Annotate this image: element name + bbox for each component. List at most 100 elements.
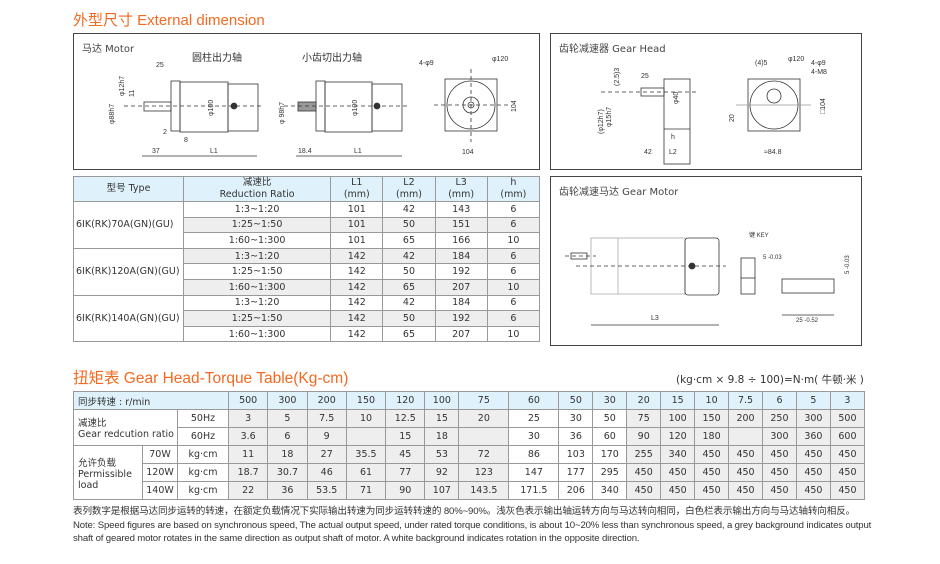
svg-text:φ15h7: φ15h7 [606, 107, 613, 127]
load-label-text: load [78, 479, 99, 491]
value-cell: 5 [267, 409, 308, 428]
gear-head-drawing-panel: 齿轮减速器 Gear Head 25 (2.5)3 (φ12h7) φ15h7 … [550, 33, 862, 170]
svg-text:(2.5)3: (2.5)3 [614, 68, 621, 86]
value-cell: 200 [728, 409, 763, 428]
value-cell: 450 [795, 463, 831, 482]
header-text: h [510, 177, 517, 188]
value-cell: 46 [306, 463, 347, 482]
cell: 65 [382, 278, 436, 296]
value-cell: 450 [829, 463, 866, 482]
value-cell: 7.5 [306, 409, 347, 428]
value-cell: 60 [592, 427, 628, 446]
value-cell: 20 [458, 409, 510, 428]
header-text: (mm) [343, 189, 370, 200]
power-cell: 140W [142, 481, 178, 500]
header-text: L3 [455, 177, 467, 188]
value-cell: 86 [508, 445, 560, 464]
shaft1-label: 圆柱出力轴 [192, 51, 242, 64]
speed-cell: 10 [694, 391, 730, 410]
cell: 50 [382, 216, 436, 234]
cell: 1:3~1:20 [182, 294, 332, 312]
dim-header-1: 减速比 Reduction Ratio [182, 176, 332, 202]
svg-text:42: 42 [644, 149, 652, 156]
cell: 1:3~1:20 [182, 247, 332, 265]
value-cell: 450 [728, 445, 763, 464]
speed-cell: 60 [508, 391, 560, 410]
svg-text:≈84.8: ≈84.8 [764, 149, 782, 156]
speed-cell: 15 [660, 391, 696, 410]
value-cell: 92 [424, 463, 460, 482]
value-cell: 15 [424, 409, 460, 428]
unit-cell: kg·cm [177, 463, 229, 482]
value-cell: 180 [694, 427, 730, 446]
ratio-60hz-row: 60Hz 3.6 6 9 15 18 30 36 60 90 120 180 300 360 600 [74, 427, 866, 446]
cell: 166 [434, 232, 488, 249]
cell: 10 [486, 325, 541, 343]
cell: 184 [434, 294, 488, 312]
header-text: (mm) [396, 189, 422, 200]
svg-text:25 -0.52: 25 -0.52 [796, 318, 819, 324]
table-row: 1:25~1:50 142 50 192 6 [74, 310, 541, 327]
speed-cell: 300 [267, 391, 308, 410]
value-cell [458, 427, 510, 446]
speed-cell: 75 [458, 391, 510, 410]
svg-text:25: 25 [641, 73, 649, 80]
value-cell: 450 [795, 481, 831, 500]
value-cell: 123 [458, 463, 510, 482]
speed-row: 同步转速 : r/min 500 300 200 150 120 100 75 60 50 30 20… [73, 391, 866, 410]
value-cell: 147 [508, 463, 560, 482]
cell: 101 [330, 232, 384, 249]
svg-text:L3: L3 [651, 315, 659, 322]
model-cell: 6IK(RK)120A(GN)(GU) [73, 247, 184, 296]
value-cell: 177 [558, 463, 594, 482]
load-label-text: Permissible [78, 468, 132, 480]
value-cell: 450 [660, 463, 696, 482]
gear-motor-drawing-panel: 齿轮减速马达 Gear Motor L3 键 KEY 5 -0.03 25 -0… [550, 176, 862, 346]
external-dimension-title: 外型尺寸 External dimension [73, 12, 265, 29]
ratio-50hz-row: 减速比 Gear redcution ratio 50Hz 3 5 7.5 10 12.5 15… [73, 409, 866, 446]
value-cell: 500 [829, 409, 866, 428]
speed-cell: 200 [306, 391, 347, 410]
notes: 表列数字是根据马达同步运转的转速，在额定负载情况下实际输出转速为同步运转转速的 … [73, 505, 873, 546]
value-cell: 36 [558, 427, 594, 446]
value-cell: 53 [424, 445, 460, 464]
gear-head-caption: 齿轮减速器 Gear Head [559, 44, 666, 55]
svg-text:104: 104 [462, 149, 474, 156]
svg-text:5 -0.03: 5 -0.03 [763, 255, 782, 261]
svg-text:φ12h7: φ12h7 [119, 76, 126, 96]
value-cell: 53.5 [306, 481, 347, 500]
value-cell: 450 [795, 445, 831, 464]
cell: 6 [486, 294, 541, 312]
value-cell: 360 [795, 427, 831, 446]
value-cell: 255 [626, 445, 662, 464]
value-cell: 450 [626, 463, 662, 482]
cell: 6 [486, 263, 541, 280]
header-text: (mm) [500, 189, 527, 200]
dim-header-2: L1 (mm) [330, 176, 384, 202]
power-cell: 120W [142, 463, 178, 482]
table-row: 6IK(RK)140A(GN)(GU) 1:3~1:20 142 42 184 6 [73, 294, 541, 343]
value-cell: 12.5 [385, 409, 426, 428]
cell: 65 [382, 325, 436, 343]
model-cell: 6IK(RK)140A(GN)(GU) [73, 294, 184, 343]
value-cell: 143.5 [458, 481, 510, 500]
cell: 6 [486, 201, 541, 218]
cell: 207 [434, 325, 488, 343]
header-text: Reduction Ratio [219, 189, 295, 200]
value-cell: 45 [385, 445, 426, 464]
cell: 207 [434, 278, 488, 296]
svg-text:φ120: φ120 [492, 56, 508, 63]
dimension-table: 型号 Type 减速比 Reduction Ratio L1 (mm) L2 (mm) L3(… [73, 176, 541, 343]
dim-header-0: 型号 Type [73, 176, 184, 202]
value-cell: 250 [762, 409, 797, 428]
dim-header-3: L2 (mm) [382, 176, 436, 202]
header-text: L2 [403, 177, 415, 188]
value-cell: 11 [227, 445, 269, 464]
header-text: (mm) [448, 189, 475, 200]
value-cell: 25 [508, 409, 560, 428]
torque-table-title: 扭矩表 Gear Head-Torque Table(Kg-cm) [73, 370, 349, 387]
power-cell: 70W [142, 445, 178, 464]
svg-text:L2: L2 [669, 149, 677, 156]
motor-drawing: 圆柱出力轴 小齿切出力轴 37 L1 25 2 8 φ88h7 φ12h7 11… [109, 51, 518, 157]
load-label-text: 允许负载 [78, 457, 117, 469]
